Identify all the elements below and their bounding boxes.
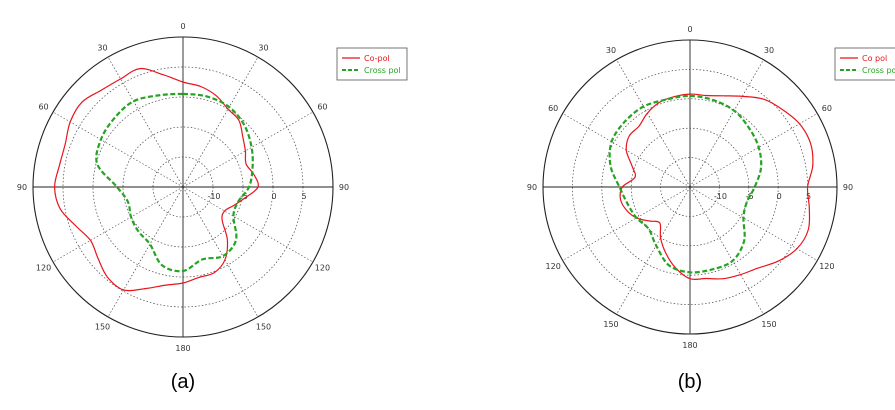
- angle-tick-label: 150: [95, 322, 110, 331]
- angle-tick-label: 60: [822, 104, 832, 113]
- legend-label: Cross pol: [862, 66, 895, 75]
- grid-spoke: [182, 111, 314, 188]
- co-pol-curve: [619, 93, 814, 281]
- angle-tick-label: 120: [315, 264, 330, 273]
- grid-spoke: [107, 186, 184, 318]
- angle-tick-label: 120: [36, 264, 51, 273]
- grid-spoke: [689, 59, 764, 188]
- angle-tick-label: 0: [180, 22, 185, 31]
- angle-tick-label: 60: [317, 103, 327, 112]
- legend-box: [336, 47, 408, 81]
- angle-tick-label: 180: [175, 344, 190, 353]
- grid-spoke: [616, 59, 691, 188]
- grid-spoke: [182, 186, 259, 318]
- radial-tick-label: -5: [240, 192, 248, 201]
- angle-tick-label: 90: [17, 183, 27, 192]
- angle-tick-label: 120: [546, 262, 561, 271]
- subfigure-caption: (b): [678, 371, 702, 393]
- grid-spoke: [107, 56, 184, 188]
- grid-spoke: [52, 111, 184, 188]
- grid-spoke: [689, 113, 818, 188]
- angle-tick-label: 30: [764, 46, 774, 55]
- radial-tick-label: 0: [777, 192, 782, 201]
- grid-spoke: [689, 186, 764, 315]
- angle-tick-label: 150: [761, 320, 776, 329]
- legend: Co pol Cross pol: [834, 47, 895, 81]
- radial-tick-label: 5: [301, 192, 306, 201]
- grid-spoke: [616, 186, 691, 315]
- grid-spoke: [182, 186, 314, 263]
- angle-tick-label: 180: [682, 341, 697, 350]
- grid-spoke: [182, 56, 259, 188]
- legend: Co-pol Cross pol: [336, 47, 408, 81]
- angle-tick-label: 30: [258, 44, 268, 53]
- angle-tick-label: 60: [38, 103, 48, 112]
- radial-tick-label: 0: [271, 192, 276, 201]
- legend-label: Co pol: [862, 54, 887, 63]
- angle-tick-label: 90: [339, 183, 349, 192]
- radial-tick-label: -10: [207, 192, 220, 201]
- co-pol-curve: [53, 67, 259, 292]
- grid-spoke: [562, 186, 691, 261]
- angle-tick-label: 30: [606, 46, 616, 55]
- angle-tick-label: 90: [843, 183, 853, 192]
- legend-label: Cross pol: [364, 66, 401, 75]
- polar-chart-a: 0 30 30 60 60 90 90 120 120 150 150 180 -10 -5 0 5 Co-po…: [17, 22, 408, 393]
- angle-tick-label: 60: [548, 104, 558, 113]
- angle-tick-label: 150: [603, 320, 618, 329]
- grid-spoke: [52, 186, 184, 263]
- subfigure-caption: (a): [171, 371, 195, 393]
- angle-tick-label: 90: [527, 183, 537, 192]
- angle-tick-label: 120: [819, 262, 834, 271]
- angle-tick-label: 0: [687, 25, 692, 34]
- angle-tick-label: 30: [97, 44, 107, 53]
- cross-pol-curve: [608, 94, 763, 274]
- cross-pol-curve: [95, 92, 254, 273]
- radial-tick-label: -10: [714, 192, 727, 201]
- grid-spoke: [689, 186, 818, 261]
- angle-tick-label: 150: [256, 322, 271, 331]
- legend-label: Co-pol: [364, 54, 390, 63]
- legend-box: [834, 47, 895, 81]
